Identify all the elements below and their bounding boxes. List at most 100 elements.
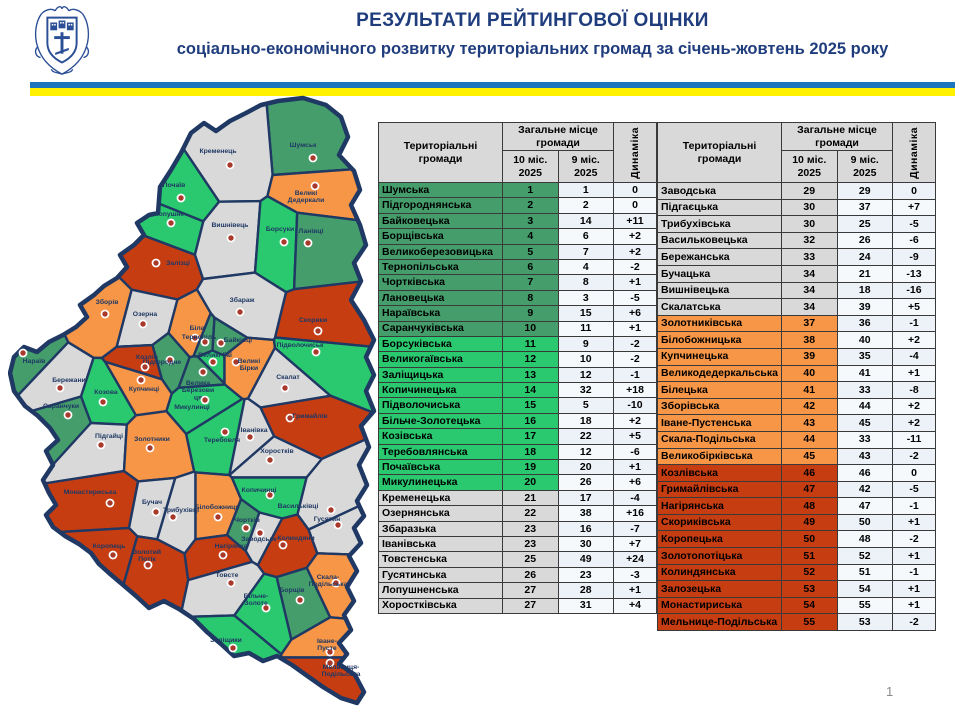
community-row: Іванівська 23 30 +7 [378, 535, 657, 553]
page-title: РЕЗУЛЬТАТИ РЕЙТИНГОВОЇ ОЦІНКИ [356, 10, 709, 31]
community-name: Микулинецька [378, 474, 503, 491]
community-row: Більче-Золотецька 16 18 +2 [378, 412, 657, 430]
community-name: Шумська [378, 181, 503, 199]
rank-10m: 41 [781, 381, 838, 399]
dynamics-value: +1 [892, 547, 936, 565]
settlement-label: Почаїв [163, 182, 186, 189]
dynamics-value: +1 [892, 580, 936, 598]
rank-10m: 30 [781, 215, 838, 233]
rank-9m: 7 [557, 243, 614, 260]
dynamics-value: -5 [892, 480, 936, 499]
community-row: Заводська 29 29 0 [657, 182, 936, 200]
settlement-label: Шумськ [290, 142, 317, 149]
rank-9m: 43 [836, 447, 893, 466]
settlement-marker [228, 643, 238, 653]
settlement-label: Заліщики [210, 636, 242, 644]
settlement-label: Залізці [166, 259, 190, 267]
community-name: Підгаєцька [657, 198, 782, 217]
settlement-label: Тернопіль [182, 333, 217, 341]
col-month9: 9 міс. 2025 [557, 150, 614, 183]
community-name: Копичинецька [378, 382, 503, 399]
rank-10m: 5 [502, 243, 559, 260]
settlement-marker [310, 181, 320, 191]
settlement-marker [190, 333, 200, 343]
community-name: Кременецька [378, 489, 503, 507]
rank-9m: 26 [836, 231, 893, 250]
rank-9m: 55 [836, 596, 893, 615]
rank-9m: 50 [836, 513, 893, 532]
community-row: Золотниківська 37 36 -1 [657, 314, 936, 333]
settlement-marker [278, 540, 288, 550]
rank-9m: 32 [557, 382, 614, 399]
page-subtitle: соціально-економічного розвитку територі… [176, 40, 889, 58]
community-row: Іване-Пустенська 43 45 +2 [657, 414, 936, 432]
settlement-label: Скалат [276, 374, 300, 381]
settlement-label: Нагірянка [215, 542, 248, 550]
settlement-marker [145, 443, 155, 453]
rank-9m: 15 [557, 305, 614, 322]
settlement-label: Хоростків [260, 447, 293, 455]
rank-9m: 12 [557, 443, 614, 461]
community-name: Підволочиська [378, 397, 503, 414]
community-row: Козлівська 46 46 0 [657, 464, 936, 482]
rank-9m: 37 [836, 198, 893, 217]
community-name: Нагірянська [657, 497, 782, 515]
rank-9m: 16 [557, 520, 614, 537]
community-row: Тернопільська 6 4 -2 [378, 258, 657, 276]
community-row: Великобірківська 45 43 -2 [657, 447, 936, 466]
dynamics-value: +5 [613, 428, 657, 445]
rank-10m: 23 [502, 520, 559, 537]
page-number: 1 [886, 684, 894, 699]
community-row: Коропецька 50 48 -2 [657, 530, 936, 549]
dynamics-value: +7 [613, 535, 657, 553]
settlement-label: Борсуки [266, 226, 294, 233]
settlement-label: Скорики [299, 317, 327, 324]
community-row: Зборівська 42 44 +2 [657, 397, 936, 416]
settlement-marker [100, 309, 110, 319]
community-name: Скалатська [657, 298, 782, 316]
settlement-label: Вишнівець [212, 221, 249, 229]
community-name: Колиндянська [657, 563, 782, 582]
rank-10m: 53 [781, 580, 838, 598]
settlement-label: Васильківці [278, 502, 319, 510]
settlement-marker [55, 383, 65, 393]
settlement-marker [313, 326, 323, 336]
community-name: Більче-Золотецька [378, 412, 503, 430]
settlement-marker [165, 355, 175, 365]
map-region-Монастириська [10, 469, 140, 539]
community-row: Товстенська 25 49 +24 [378, 551, 657, 568]
community-row: Скалатська 34 39 +5 [657, 298, 936, 316]
rank-10m: 37 [781, 314, 838, 333]
rank-9m: 3 [557, 289, 614, 307]
settlement-label: Гусятин [314, 516, 341, 523]
settlement-label: Колиндяни [277, 535, 314, 542]
community-name: Хоростківська [378, 597, 503, 614]
dynamics-value: -2 [613, 351, 657, 368]
settlement-marker [285, 413, 295, 423]
rank-9m: 12 [557, 366, 614, 384]
col-communities: Територіальні громади [657, 122, 782, 183]
community-name: Трибухівська [657, 215, 782, 233]
dynamics-value: 0 [892, 182, 936, 200]
rank-10m: 12 [502, 351, 559, 368]
settlement-label: Великі Гаї [198, 351, 233, 359]
rank-10m: 21 [502, 489, 559, 507]
dynamics-value: -3 [613, 566, 657, 584]
rank-10m: 6 [502, 258, 559, 276]
rank-9m: 24 [836, 248, 893, 266]
dynamics-value: +1 [613, 320, 657, 337]
col-overall-place: Загальне місце громади [502, 122, 614, 151]
dynamics-value: +24 [613, 551, 657, 568]
rank-9m: 46 [836, 464, 893, 482]
rank-9m: 49 [557, 551, 614, 568]
community-row: Нараївська 9 15 +6 [378, 305, 657, 322]
coat-of-arms-logo [34, 6, 90, 75]
rank-9m: 36 [836, 314, 893, 333]
community-name: Мельнице-Подільська [657, 613, 782, 632]
dynamics-value: +6 [613, 305, 657, 322]
dynamics-value: -1 [613, 366, 657, 384]
settlement-label: Великі Дедеркали [288, 189, 325, 204]
settlement-marker [279, 237, 289, 247]
settlement-marker [325, 658, 335, 668]
community-row: Підгаєцька 30 37 +7 [657, 198, 936, 217]
